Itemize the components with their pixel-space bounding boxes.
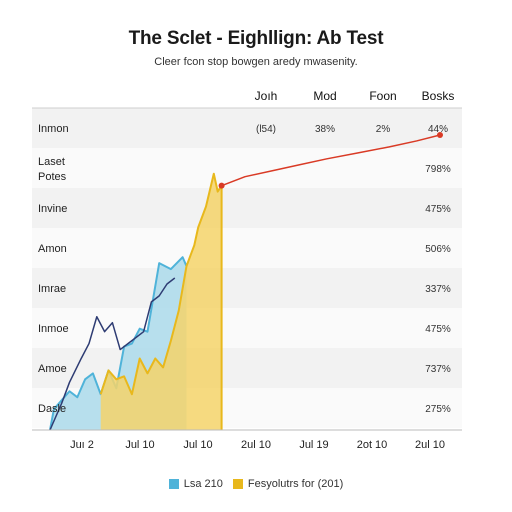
x-tick-label: Jul 19	[299, 439, 328, 451]
cell-value: 38%	[315, 124, 335, 135]
series-line	[99, 172, 223, 396]
cell-value: 506%	[425, 244, 451, 255]
cell-value: 2%	[376, 124, 391, 135]
legend-swatch-blue	[168, 479, 179, 489]
series-line	[221, 134, 441, 187]
chart-subtitle: Cleer fcon stop bowgen aredy mwasenity.	[154, 56, 358, 68]
series-area	[100, 173, 222, 430]
table-row-band	[32, 188, 462, 228]
row-label: Laset	[38, 156, 65, 168]
cell-value: 737%	[425, 364, 451, 375]
legend-item-yellow: Fesyolutrs for (201)	[232, 478, 344, 490]
table-row-band	[32, 348, 462, 388]
x-tick-label: 2ot 10	[357, 439, 388, 451]
table-row-band	[32, 228, 462, 268]
table-row-band	[32, 268, 462, 308]
table-row-band	[32, 308, 462, 348]
column-header: Joıh	[255, 89, 278, 103]
column-header: Mod	[313, 89, 336, 103]
legend: Lsa 210 Fesyolutrs for (201)	[0, 478, 512, 490]
row-label: Imrae	[38, 283, 66, 295]
row-label: Inmoe	[38, 323, 69, 335]
cell-value: 275%	[425, 404, 451, 415]
x-tick-label: 2ul 10	[241, 439, 271, 451]
legend-label-yellow: Fesyolutrs for (201)	[247, 478, 344, 490]
cell-value: 475%	[425, 204, 451, 215]
row-label: Invine	[38, 203, 67, 215]
series-line	[49, 277, 176, 431]
legend-item-blue: Lsa 210	[168, 478, 223, 490]
cell-value: (l54)	[256, 124, 276, 135]
legend-label-blue: Lsa 210	[183, 478, 223, 490]
cell-value: 798%	[425, 164, 451, 175]
series-point	[437, 131, 443, 138]
row-label: Amon	[38, 243, 67, 255]
x-tick-label: Jul 10	[125, 439, 154, 451]
chart-title: The Sclet - Eighllign: Ab Test	[128, 28, 384, 49]
column-header: Bosks	[422, 89, 455, 103]
x-tick-label: 2ul 10	[415, 439, 445, 451]
cell-value: 475%	[425, 324, 451, 335]
row-label: Inmon	[38, 123, 69, 135]
series-point	[218, 182, 225, 189]
x-tick-label: Jul 10	[183, 439, 212, 451]
cell-value: 44%	[428, 124, 448, 135]
row-label: Potes	[38, 171, 67, 183]
table-row-band	[32, 108, 462, 148]
row-label: Dasle	[38, 403, 66, 415]
row-label: Amoe	[38, 363, 67, 375]
table-row-band	[32, 148, 462, 188]
cell-value: 337%	[425, 284, 451, 295]
x-tick-label: Juı 2	[70, 439, 94, 451]
column-header: Foon	[369, 89, 396, 103]
legend-swatch-yellow	[232, 479, 243, 489]
